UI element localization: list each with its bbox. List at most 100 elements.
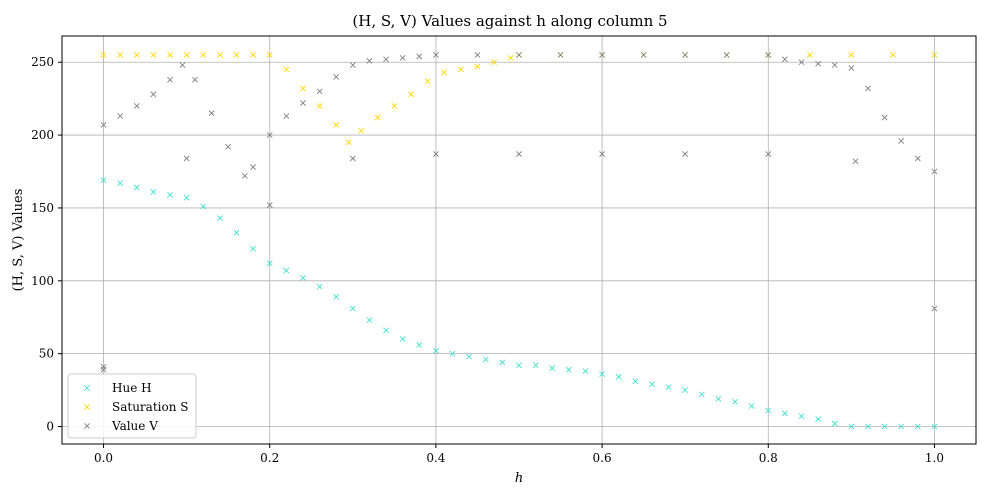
data-points <box>100 52 938 430</box>
data-point <box>167 191 173 198</box>
data-point <box>931 305 938 312</box>
data-point <box>349 155 356 162</box>
data-point <box>150 91 157 98</box>
data-point <box>649 381 655 388</box>
data-point <box>507 54 514 61</box>
legend-label: Value V <box>111 419 158 433</box>
data-point <box>179 62 186 69</box>
data-point <box>815 416 822 423</box>
data-point <box>408 91 414 98</box>
data-point <box>532 362 539 369</box>
data-point <box>316 103 323 109</box>
data-point <box>449 350 456 357</box>
data-point <box>300 85 306 92</box>
legend-marker <box>84 385 90 391</box>
data-point <box>474 52 481 58</box>
data-point <box>216 52 223 58</box>
grid <box>62 36 976 444</box>
data-point <box>432 52 439 58</box>
legend-label: Saturation S <box>112 400 188 414</box>
data-point <box>516 362 522 369</box>
data-point <box>192 76 198 83</box>
data-point <box>516 52 522 58</box>
y-tick-label: 50 <box>39 347 54 361</box>
data-point <box>831 62 838 69</box>
data-point <box>516 151 522 157</box>
data-point <box>466 353 473 360</box>
data-point <box>615 374 622 380</box>
x-tick-label: 0.2 <box>260 451 279 465</box>
y-tick-label: 0 <box>46 420 54 434</box>
x-tick-label: 0.0 <box>94 451 113 465</box>
data-point <box>133 103 140 109</box>
data-point <box>865 85 871 92</box>
x-axis-label: h <box>515 471 523 486</box>
x-tick-label: 0.8 <box>759 451 778 465</box>
data-point <box>599 52 606 58</box>
data-point <box>640 52 647 58</box>
y-tick-label: 150 <box>31 201 54 215</box>
data-point <box>225 143 232 150</box>
data-point <box>848 423 855 430</box>
y-tick-label: 250 <box>31 55 54 69</box>
data-point <box>183 52 190 58</box>
data-point <box>345 139 352 146</box>
data-point <box>383 56 389 63</box>
data-point <box>599 151 606 157</box>
data-point <box>432 151 439 157</box>
y-axis-label: (H, S, V) Values <box>11 189 26 292</box>
data-point <box>266 52 273 58</box>
data-point <box>806 52 813 58</box>
data-point <box>358 127 365 134</box>
data-point <box>682 52 689 58</box>
data-point <box>865 423 871 430</box>
series-2 <box>100 52 938 373</box>
data-point <box>133 52 140 58</box>
data-point <box>765 52 772 58</box>
data-point <box>266 202 273 208</box>
data-point <box>349 62 356 69</box>
x-tick-label: 1.0 <box>925 451 944 465</box>
data-point <box>881 114 888 121</box>
data-point <box>732 398 738 405</box>
data-point <box>765 151 772 157</box>
legend: Hue H Saturation S Value V <box>67 373 197 439</box>
data-point <box>183 155 190 162</box>
data-point <box>117 113 124 120</box>
data-point <box>682 387 689 394</box>
data-point <box>432 347 439 354</box>
data-point <box>457 66 464 73</box>
series-1 <box>100 52 938 146</box>
y-tick-label: 200 <box>31 128 54 142</box>
data-point <box>698 391 705 398</box>
y-tick-label: 100 <box>31 274 54 288</box>
data-point <box>848 52 855 58</box>
data-point <box>333 293 340 300</box>
data-point <box>931 168 938 175</box>
data-point <box>723 52 730 58</box>
data-point <box>100 121 107 128</box>
data-point <box>283 113 290 120</box>
data-point <box>424 78 431 85</box>
data-point <box>815 60 822 67</box>
data-point <box>250 245 257 252</box>
chart-title: (H, S, V) Values against h along column … <box>352 12 667 30</box>
data-point <box>233 52 240 58</box>
data-point <box>117 52 124 58</box>
data-point <box>848 65 855 71</box>
data-point <box>889 52 896 58</box>
data-point <box>167 76 173 83</box>
data-point <box>266 260 273 267</box>
data-point <box>374 114 381 121</box>
data-point <box>300 100 306 106</box>
data-point <box>150 52 157 58</box>
data-point <box>283 267 290 274</box>
data-point <box>765 407 772 414</box>
data-point <box>441 69 448 76</box>
data-point <box>914 155 921 162</box>
data-point <box>383 327 389 334</box>
data-point <box>748 403 755 410</box>
data-point <box>549 365 556 372</box>
legend-label: Hue H <box>112 381 152 395</box>
